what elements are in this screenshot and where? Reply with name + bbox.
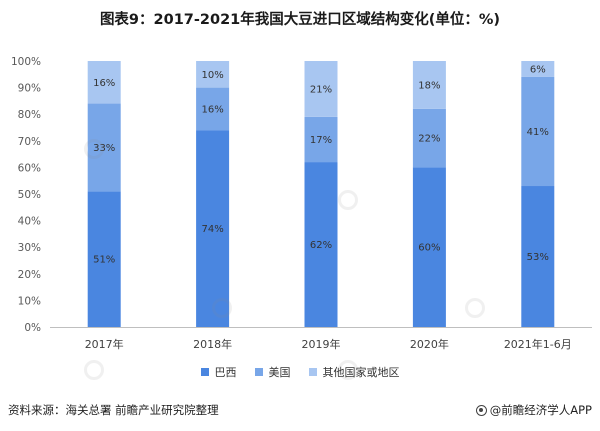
legend-swatch [308,368,317,376]
legend-label: 美国 [268,366,291,379]
bar-segment [87,61,121,104]
data-label: 53% [527,252,549,263]
data-label: 74% [201,224,223,235]
data-label: 21% [310,84,332,95]
y-tick-label: 50% [18,189,41,201]
bar-segment [521,76,555,187]
bar-segment [412,61,446,109]
y-tick-label: 20% [18,269,41,281]
bar-segment [521,61,555,77]
x-tick-label: 2019年 [302,337,341,351]
y-tick-label: 60% [18,162,41,174]
chart-title: 图表9：2017-2021年我国大豆进口区域结构变化(单位：%) [99,12,501,28]
legend-item: 巴西 [200,364,237,380]
x-tick-label: 2021年1-6月 [504,337,572,351]
bar-segment [304,162,338,327]
legend-label: 其他国家或地区 [322,366,400,379]
data-label: 22% [418,134,440,145]
bar-segment [196,61,230,88]
legend-swatch [200,368,209,376]
bar-segment [412,108,446,168]
bar-segment [87,103,121,192]
x-tick-label: 2020年 [410,337,449,351]
data-label: 17% [310,135,332,146]
y-tick-label: 30% [18,242,41,254]
bar-segment [304,61,338,117]
bar-segment [87,191,121,327]
brand-text: @前瞻经济学人APP [489,403,592,417]
x-tick-label: 2017年 [85,337,124,351]
data-label: 51% [93,255,115,266]
y-tick-label: 10% [18,295,41,307]
data-label: 18% [418,80,440,91]
data-label: 33% [93,143,115,154]
legend-item: 其他国家或地区 [308,364,400,380]
legend-label: 巴西 [214,366,237,379]
y-tick-label: 80% [18,109,41,121]
data-label: 60% [418,243,440,254]
bar-segment [521,186,555,327]
bar-segment [196,130,230,327]
y-tick-label: 0% [24,322,41,334]
brand-logo-icon [475,405,487,416]
y-tick-label: 70% [18,136,41,148]
data-label: 6% [530,64,546,75]
bar-segment [304,116,338,163]
source-note: 资料来源：海关总署 前瞻产业研究院整理 [8,403,219,417]
data-label: 16% [201,104,223,115]
legend: 巴西 美国 其他国家或地区 [0,364,600,380]
y-tick-label: 90% [18,83,41,95]
bar-segment [412,167,446,327]
brand-credit: @前瞻经济学人APP [475,402,592,418]
x-tick-label: 2018年 [193,337,232,351]
legend-swatch [254,368,263,376]
legend-item: 美国 [254,364,291,380]
bar-segment [196,87,230,131]
y-tick-label: 100% [11,56,41,68]
data-label: 41% [527,127,549,138]
data-label: 16% [93,78,115,89]
y-tick-label: 40% [18,216,41,228]
data-label: 10% [201,70,223,81]
data-label: 62% [310,240,332,251]
